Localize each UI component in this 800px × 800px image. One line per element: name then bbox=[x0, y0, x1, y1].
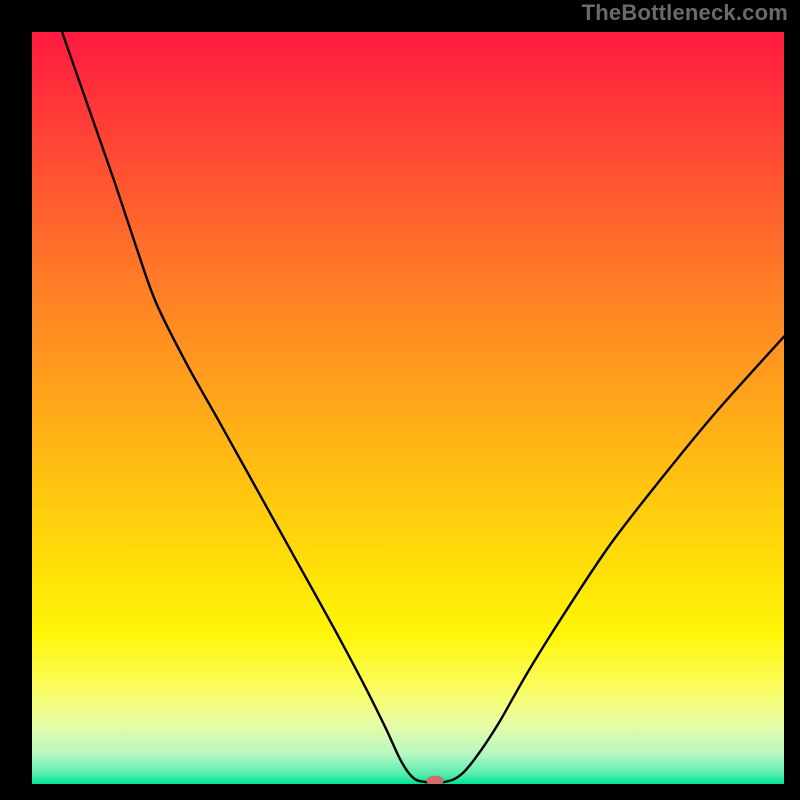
watermark-text: TheBottleneck.com bbox=[582, 0, 788, 26]
chart-svg bbox=[32, 32, 784, 784]
chart-background bbox=[32, 32, 784, 784]
chart-container: TheBottleneck.com bbox=[0, 0, 800, 800]
plot-area bbox=[32, 32, 784, 784]
